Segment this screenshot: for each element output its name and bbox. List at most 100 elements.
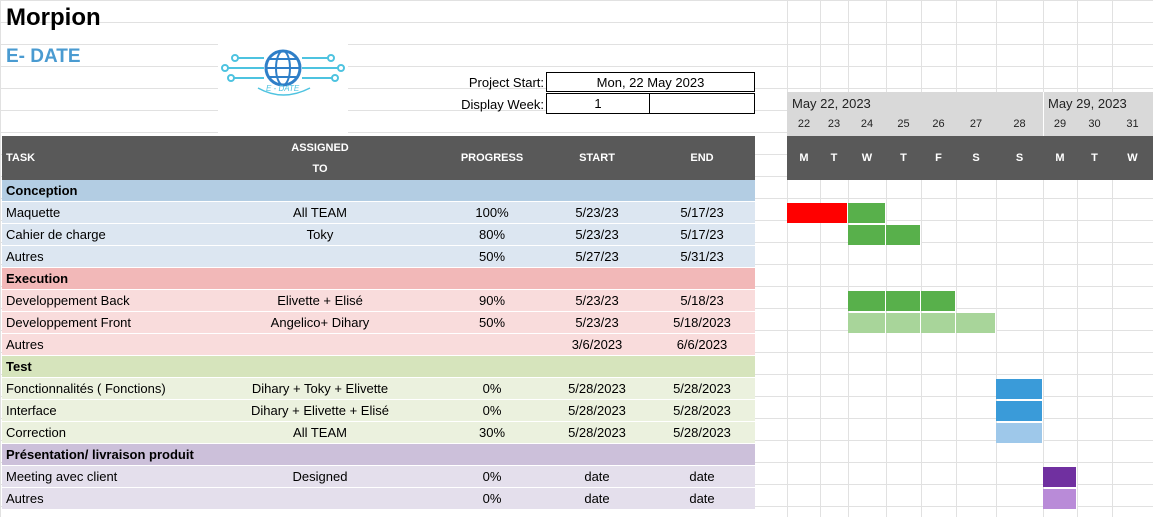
cell-progress[interactable]: 50% (478, 315, 506, 330)
cell-end[interactable]: 5/28/2023 (673, 381, 731, 396)
cell-task[interactable]: Cahier de charge (6, 227, 106, 242)
cell-progress[interactable]: 0% (482, 381, 502, 396)
cell-progress[interactable]: 0% (482, 469, 502, 484)
section-row[interactable]: Execution (2, 268, 755, 290)
cell-end[interactable] (652, 268, 752, 290)
cell-start[interactable] (547, 268, 647, 290)
cell-start[interactable]: 3/6/2023 (571, 337, 623, 352)
cell-progress[interactable]: 0% (482, 491, 502, 506)
cell-task[interactable]: Autres (6, 337, 44, 352)
cell-assigned[interactable]: Toky (306, 227, 334, 242)
cell-task[interactable]: Developpement Front (6, 315, 132, 330)
cell-assigned[interactable] (170, 334, 470, 356)
cell-end[interactable]: 5/28/2023 (673, 403, 731, 418)
cell-end[interactable]: date (689, 469, 715, 484)
cell-start[interactable] (547, 356, 647, 378)
cell-task[interactable]: Correction (6, 425, 66, 440)
cell-assigned[interactable]: Angelico+ Dihary (270, 315, 370, 330)
cell-task[interactable]: Developpement Back (6, 293, 130, 308)
cell-end[interactable] (652, 180, 752, 202)
cell-start[interactable]: 5/23/23 (575, 227, 619, 242)
cell-task[interactable]: Autres (6, 491, 44, 506)
task-row[interactable]: Developpement Back Elivette + Elisé 90% 5/2… (2, 290, 755, 312)
project-start-input[interactable]: Mon, 22 May 2023 (546, 72, 755, 92)
day-number: 24 (860, 118, 874, 130)
cell-end[interactable]: 5/17/23 (680, 205, 724, 220)
cell-assigned[interactable] (170, 246, 470, 268)
week-label-2: May 29, 2023 (1048, 96, 1127, 111)
cell-task[interactable]: Maquette (6, 205, 61, 220)
cell-end[interactable] (652, 356, 752, 378)
cell-assigned[interactable]: All TEAM (293, 205, 347, 220)
day-number: 31 (1126, 118, 1139, 130)
cell-assigned[interactable] (170, 180, 470, 202)
logo-text: E - DATE (266, 84, 300, 93)
cell-end[interactable]: 5/18/2023 (673, 315, 731, 330)
cell-task[interactable]: Execution (6, 271, 69, 286)
cell-start[interactable]: 5/28/2023 (568, 403, 626, 418)
cell-task[interactable]: Conception (6, 183, 78, 198)
cell-progress[interactable]: 30% (478, 425, 506, 440)
section-row[interactable]: Conception (2, 180, 755, 202)
day-letter: F (935, 152, 942, 164)
cell-progress[interactable] (442, 268, 542, 290)
cell-end[interactable]: 5/31/23 (680, 249, 724, 264)
cell-start[interactable]: 5/23/23 (575, 205, 619, 220)
cell-progress[interactable]: 80% (478, 227, 506, 242)
display-week-extra-cell[interactable] (649, 93, 755, 114)
cell-end[interactable]: 5/28/2023 (673, 425, 731, 440)
gantt-day-header (787, 136, 1153, 180)
cell-end[interactable]: 5/18/23 (680, 293, 724, 308)
cell-progress[interactable] (442, 444, 542, 466)
task-row[interactable]: Meeting avec client Designed 0% date date (2, 466, 755, 488)
cell-progress[interactable]: 50% (478, 249, 506, 264)
cell-assigned[interactable]: Dihary + Toky + Elivette (251, 381, 389, 396)
cell-assigned[interactable] (170, 356, 470, 378)
cell-progress[interactable] (442, 356, 542, 378)
cell-start[interactable]: 5/28/2023 (568, 381, 626, 396)
section-row[interactable]: Test (2, 356, 755, 378)
cell-task[interactable]: Présentation/ livraison produit (6, 447, 194, 462)
cell-start[interactable]: 5/27/23 (575, 249, 619, 264)
cell-progress[interactable]: 0% (482, 403, 502, 418)
task-row[interactable]: Correction All TEAM 30% 5/28/2023 5/28/2023 (2, 422, 755, 444)
cell-start[interactable] (547, 180, 647, 202)
cell-assigned[interactable] (170, 444, 470, 466)
cell-assigned[interactable] (170, 488, 470, 510)
cell-task[interactable]: Test (6, 359, 32, 374)
cell-start[interactable]: date (584, 469, 610, 484)
cell-task[interactable]: Meeting avec client (6, 469, 118, 484)
display-week-input[interactable]: 1 (546, 93, 650, 114)
task-row[interactable]: Autres 3/6/2023 6/6/2023 (2, 334, 755, 356)
task-row[interactable]: Autres 0% date date (2, 488, 755, 510)
task-row[interactable]: Maquette All TEAM 100% 5/23/23 5/17/23 (2, 202, 755, 224)
task-row[interactable]: Cahier de charge Toky 80% 5/23/23 5/17/23 (2, 224, 755, 246)
task-row[interactable]: Autres 50% 5/27/23 5/31/23 (2, 246, 755, 268)
cell-end[interactable]: 5/17/23 (680, 227, 724, 242)
cell-assigned[interactable] (170, 268, 470, 290)
cell-assigned[interactable]: Dihary + Elivette + Elisé (250, 403, 389, 418)
task-row[interactable]: Interface Dihary + Elivette + Elisé 0% 5/28… (2, 400, 755, 422)
cell-start[interactable]: 5/23/23 (575, 315, 619, 330)
section-row[interactable]: Présentation/ livraison produit (2, 444, 755, 466)
cell-progress[interactable] (442, 334, 542, 356)
cell-end[interactable]: date (689, 491, 715, 506)
cell-start[interactable] (547, 444, 647, 466)
cell-task[interactable]: Autres (6, 249, 44, 264)
cell-task[interactable]: Interface (6, 403, 57, 418)
cell-assigned[interactable]: All TEAM (293, 425, 347, 440)
task-row[interactable]: Fonctionnalités ( Fonctions) Dihary + Tok… (2, 378, 755, 400)
gantt-week-header (787, 92, 1153, 136)
cell-assigned[interactable]: Designed (292, 469, 348, 484)
cell-progress[interactable]: 90% (478, 293, 506, 308)
cell-start[interactable]: date (584, 491, 610, 506)
cell-end[interactable] (652, 444, 752, 466)
task-row[interactable]: Developpement Front Angelico+ Dihary 50% 5/… (2, 312, 755, 334)
cell-start[interactable]: 5/23/23 (575, 293, 619, 308)
cell-task[interactable]: Fonctionnalités ( Fonctions) (6, 381, 166, 396)
cell-assigned[interactable]: Elivette + Elisé (277, 293, 363, 308)
cell-progress[interactable]: 100% (475, 205, 509, 220)
cell-progress[interactable] (442, 180, 542, 202)
cell-start[interactable]: 5/28/2023 (568, 425, 626, 440)
cell-end[interactable]: 6/6/2023 (676, 337, 728, 352)
